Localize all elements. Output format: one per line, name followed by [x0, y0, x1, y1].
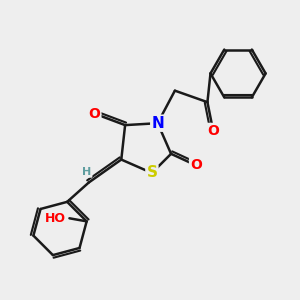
Text: H: H	[82, 167, 92, 177]
Text: O: O	[88, 106, 101, 121]
Text: N: N	[151, 116, 164, 131]
Text: HO: HO	[45, 212, 66, 225]
Text: O: O	[190, 158, 202, 172]
Text: O: O	[207, 124, 219, 138]
Text: S: S	[146, 166, 158, 181]
